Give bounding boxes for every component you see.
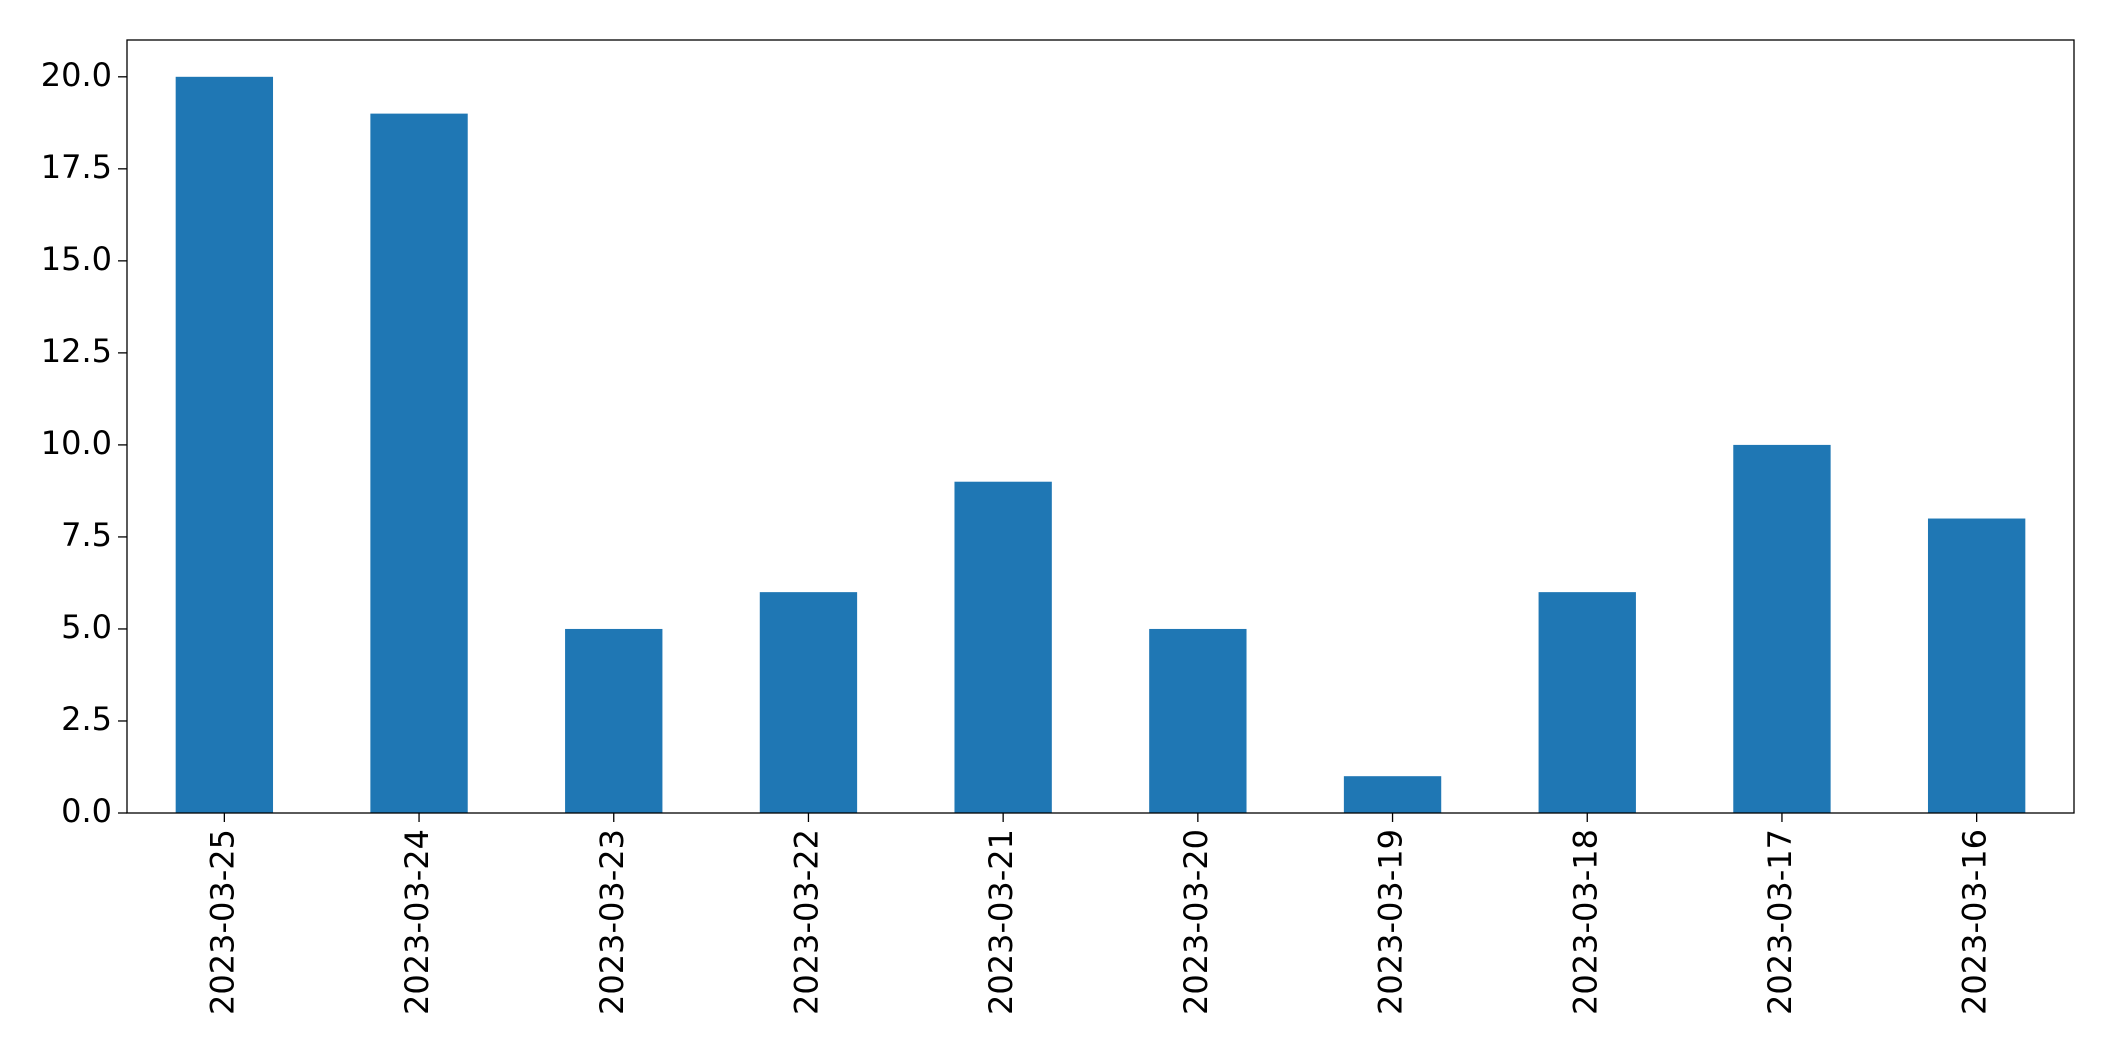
bar (1927, 518, 2026, 813)
bar (1149, 628, 1247, 813)
x-tick-label: 2023-03-23 (593, 829, 631, 1015)
bar (1733, 444, 1831, 813)
bar (1343, 776, 1442, 813)
x-tick-label: 2023-03-24 (398, 829, 436, 1015)
y-tick-label: 10.0 (41, 424, 112, 462)
x-tick-label: 2023-03-22 (787, 829, 825, 1015)
bar (759, 592, 858, 813)
bar (370, 113, 468, 814)
x-tick-label: 2023-03-17 (1761, 829, 1799, 1015)
x-tick-label: 2023-03-21 (982, 829, 1020, 1015)
x-tick-label: 2023-03-18 (1566, 829, 1604, 1015)
y-tick-label: 5.0 (61, 608, 112, 646)
x-tick-label: 2023-03-25 (203, 829, 241, 1015)
y-tick-label: 7.5 (61, 516, 112, 554)
x-tick-label: 2023-03-16 (1956, 829, 1994, 1015)
y-tick-label: 17.5 (41, 148, 112, 186)
x-tick-label: 2023-03-19 (1372, 829, 1410, 1015)
bar (1538, 592, 1636, 813)
y-tick-label: 2.5 (61, 700, 112, 738)
y-tick-label: 20.0 (41, 56, 112, 94)
bar (954, 481, 1052, 813)
x-tick-label: 2023-03-20 (1177, 829, 1215, 1015)
bar (175, 76, 274, 814)
axes-frame (126, 39, 2075, 814)
y-tick-label: 15.0 (41, 240, 112, 278)
bar (565, 628, 663, 813)
y-tick-label: 12.5 (41, 332, 112, 370)
y-tick-label: 0.0 (61, 792, 112, 830)
